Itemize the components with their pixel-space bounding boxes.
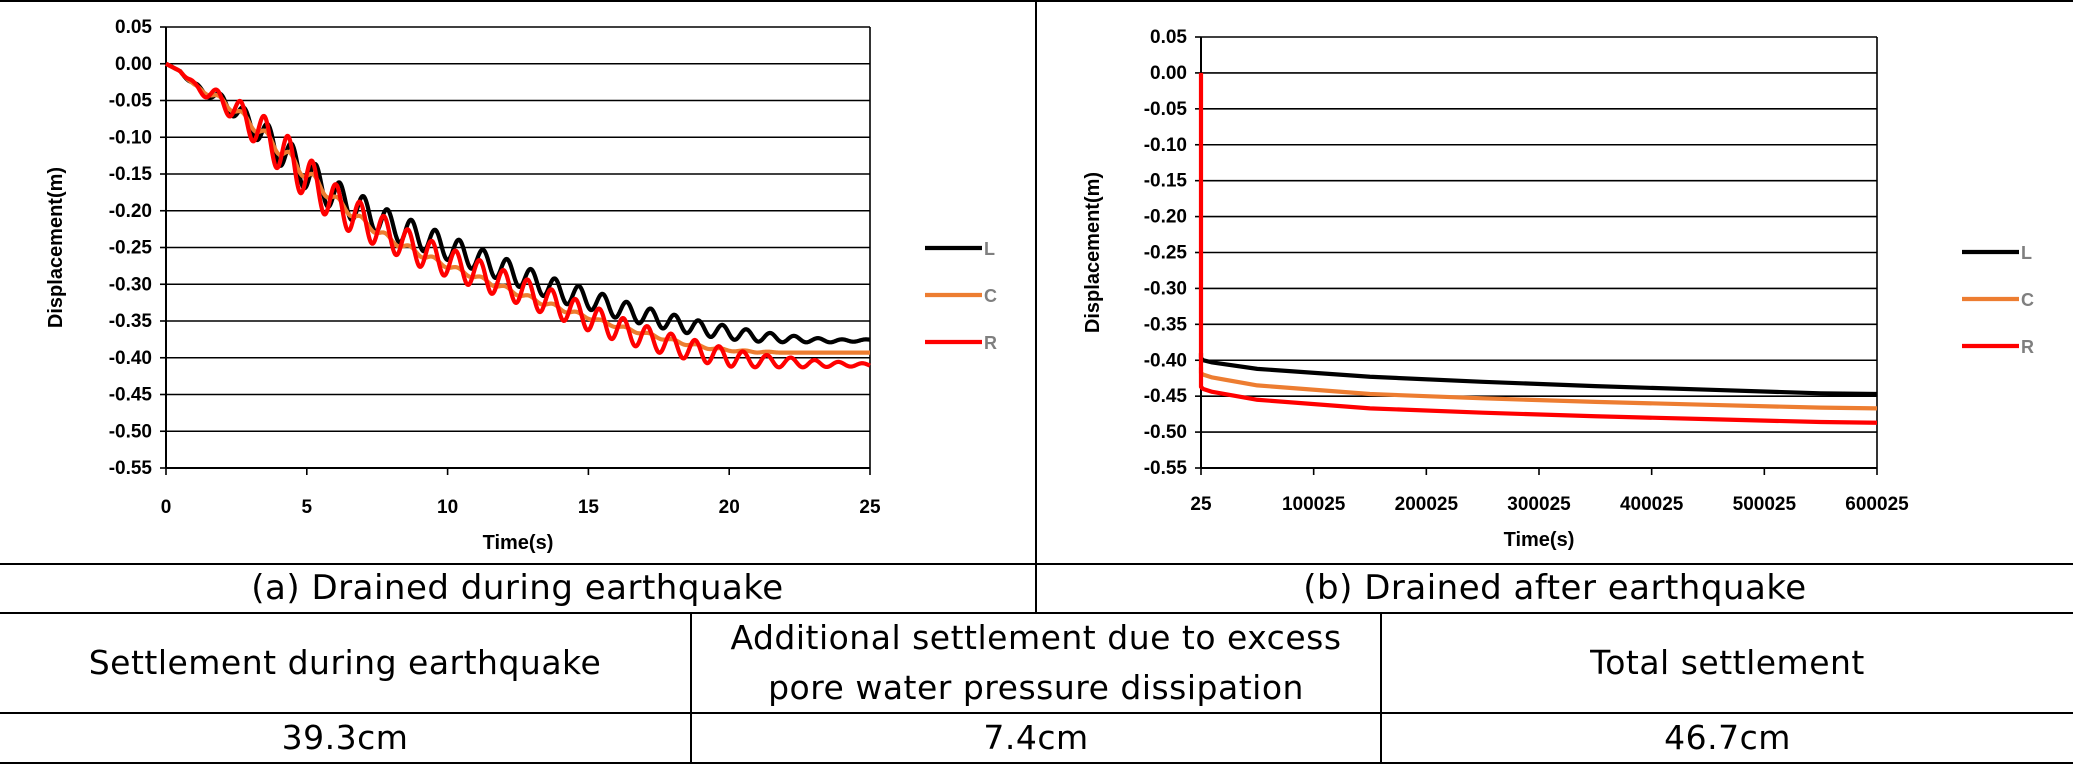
y-tick-label: -0.05 — [109, 91, 153, 112]
y-tick-label: -0.35 — [1144, 314, 1188, 335]
series-line-C — [164, 61, 872, 355]
x-tick-label: 200025 — [1395, 494, 1459, 515]
y-tick-label: -0.25 — [1144, 243, 1188, 264]
y-tick-label: -0.10 — [109, 127, 152, 148]
y-tick-label: -0.45 — [109, 385, 153, 406]
x-tick-label: 15 — [578, 497, 600, 518]
y-tick-label: -0.45 — [1144, 386, 1188, 407]
y-tick-label: -0.50 — [109, 421, 152, 442]
y-axis-title: Displacement(m) — [45, 167, 67, 328]
y-tick-label: -0.30 — [1144, 278, 1187, 299]
y-axis-title: Displacement(m) — [1082, 172, 1104, 333]
y-tick-label: -0.15 — [109, 164, 153, 185]
y-tick-label: -0.25 — [109, 238, 153, 259]
y-tick-label: -0.05 — [1144, 99, 1188, 120]
y-tick-label: -0.40 — [109, 348, 152, 369]
y-tick-label: -0.20 — [109, 201, 152, 222]
caption-b: (b) Drained after earthquake — [1303, 568, 1807, 608]
y-tick-label: 0.05 — [115, 17, 152, 38]
y-tick-label: 0.00 — [1150, 63, 1187, 84]
table-value-additional: 7.4cm — [983, 718, 1089, 757]
y-tick-label: 0.05 — [1150, 27, 1187, 48]
x-tick-label: 400025 — [1620, 494, 1684, 515]
y-tick-label: -0.20 — [1144, 207, 1187, 228]
x-axis-title: Time(s) — [483, 532, 554, 554]
x-tick-label: 0 — [161, 497, 172, 518]
table-header-additional: Additional settlement due to excess pore… — [730, 618, 1342, 707]
y-tick-label: 0.00 — [115, 54, 152, 75]
legend-label-L: L — [2021, 243, 2032, 263]
x-tick-label: 5 — [302, 497, 313, 518]
chart-a-drained-during-earthquake: 0.05 0.00 -0.05 -0.10 -0.15 -0.20 -0.25 -0.30 -0… — [45, 17, 997, 554]
table-header-during: Settlement during earthquake — [88, 643, 602, 682]
table-bottom-border — [0, 762, 2073, 764]
series-line-L — [164, 61, 872, 345]
y-tick-label: -0.55 — [1144, 458, 1188, 479]
legend-label-C: C — [2021, 290, 2034, 310]
table-divider-1 — [690, 612, 692, 764]
x-tick-label: 300025 — [1507, 494, 1571, 515]
y-tick-label: -0.50 — [1144, 422, 1187, 443]
x-tick-label: 25 — [859, 497, 881, 518]
legend-label-L: L — [984, 239, 995, 259]
y-tick-label: -0.30 — [109, 274, 152, 295]
table-value-during: 39.3cm — [281, 718, 409, 757]
x-tick-label: 500025 — [1733, 494, 1797, 515]
caption-a: (a) Drained during earthquake — [251, 568, 784, 608]
y-tick-label: -0.15 — [1144, 171, 1188, 192]
y-tick-label: -0.10 — [1144, 135, 1187, 156]
table-header-total: Total settlement — [1590, 643, 1865, 682]
y-tick-label: -0.55 — [109, 458, 153, 479]
panel-divider — [1035, 0, 1037, 612]
table-value-total: 46.7cm — [1664, 718, 1791, 757]
y-tick-label: -0.35 — [109, 311, 153, 332]
legend-label-C: C — [984, 286, 997, 306]
series-line-R — [1198, 72, 1878, 425]
x-axis-title: Time(s) — [1504, 529, 1575, 551]
legend-label-R: R — [984, 333, 997, 353]
x-tick-label: 100025 — [1282, 494, 1346, 515]
table-top-border — [0, 612, 2073, 614]
x-tick-label: 600025 — [1845, 494, 1909, 515]
legend-label-R: R — [2021, 337, 2034, 357]
x-tick-label: 10 — [437, 497, 458, 518]
table-divider-2 — [1380, 612, 1382, 764]
chart-b-drained-after-earthquake: 0.05 0.00 -0.05 -0.10 -0.15 -0.20 -0.25 -0.30 -0… — [1082, 27, 2034, 551]
table-mid-border — [0, 712, 2073, 714]
x-tick-label: 25 — [1190, 494, 1212, 515]
series-line-R — [164, 61, 872, 370]
x-tick-label: 20 — [719, 497, 740, 518]
y-tick-label: -0.40 — [1144, 350, 1187, 371]
